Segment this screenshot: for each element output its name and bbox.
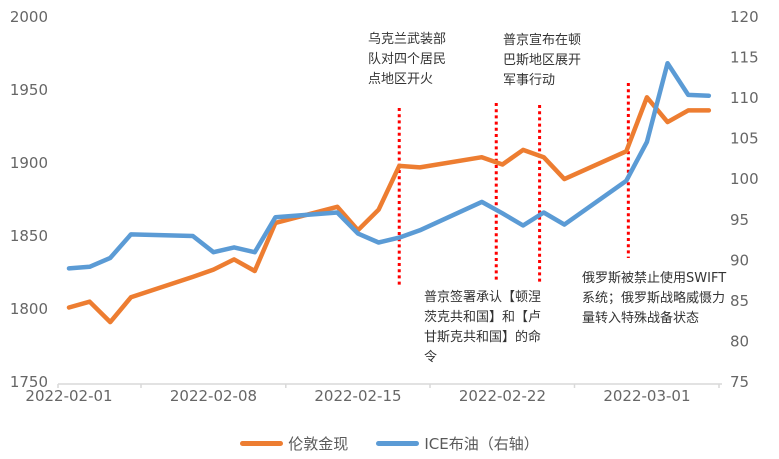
legend-label-london-gold: 伦敦金现 [288, 434, 349, 453]
legend-item-ice-brent-oil: ICE布油（右轴） [376, 433, 539, 454]
event-annotation-3: 普京签署承认【顿涅茨克共和国】和【卢甘斯克共和国】的命令 [424, 290, 542, 365]
left-axis-tick-label: 1750 [10, 373, 48, 391]
left-axis-tick-label: 1850 [10, 227, 48, 245]
event-annotation-1: 乌克兰武装部队对四个居民点地区开火 [368, 32, 447, 87]
left-axis-tick-label: 2000 [10, 8, 48, 26]
right-axis-tick-label: 85 [730, 292, 749, 310]
right-axis-tick-label: 110 [730, 89, 759, 107]
ice-brent-oil-swatch-icon [376, 440, 420, 446]
x-axis-tick-label: 2022-02-15 [314, 387, 401, 405]
event-annotation-4: 俄罗斯被禁止使用SWIFT系统；俄罗斯战略威慑力量转入特殊战备状态 [582, 271, 727, 326]
left-axis-tick-label: 1950 [10, 81, 48, 99]
right-axis-tick-label: 120 [730, 8, 759, 26]
right-axis-tick-label: 95 [730, 211, 749, 229]
x-axis-tick-label: 2022-02-22 [459, 387, 546, 405]
x-axis-tick-label: 2022-02-08 [170, 387, 257, 405]
right-axis-tick-label: 80 [730, 332, 749, 350]
legend-item-london-gold: 伦敦金现 [240, 433, 348, 454]
left-axis-tick-label: 1900 [10, 154, 48, 172]
ice-brent-oil-series-line [66, 60, 712, 271]
event-annotation-2: 普京宣布在顿巴斯地区展开军事行动 [503, 33, 582, 88]
right-axis-tick-label: 115 [730, 49, 759, 67]
right-axis-tick-label: 100 [730, 170, 759, 188]
legend-label-ice-brent-oil: ICE布油（右轴） [424, 434, 539, 453]
x-axis-tick-label: 2022-03-01 [603, 387, 690, 405]
left-axis-tick-label: 1800 [10, 300, 48, 318]
right-axis-tick-label: 75 [730, 373, 749, 391]
right-axis-tick-label: 105 [730, 130, 759, 148]
x-axis-tick-label: 2022-02-01 [25, 387, 112, 405]
london-gold-swatch-icon [240, 440, 284, 446]
chart-legend: 伦敦金现 ICE布油（右轴） [0, 430, 779, 456]
right-axis-tick-label: 90 [730, 251, 749, 269]
london-gold-series-line [66, 95, 712, 325]
